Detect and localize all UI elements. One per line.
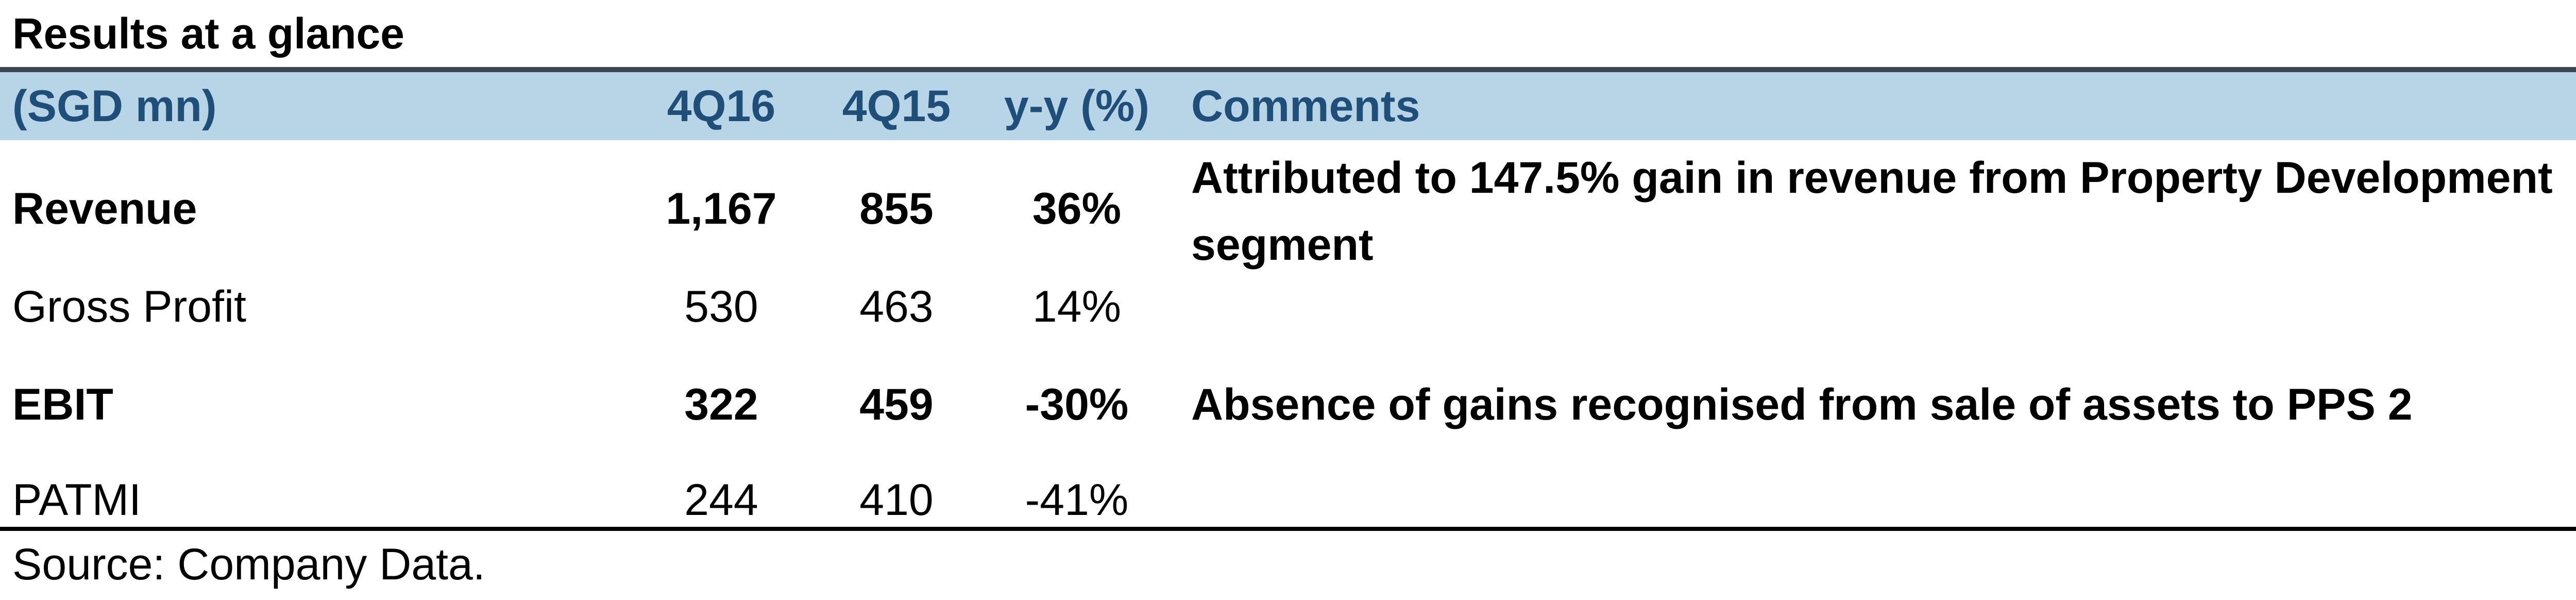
row-comment: Absence of gains recognised from sale of… (1191, 380, 2413, 429)
table-title: Results at a glance (12, 9, 404, 58)
row-value-4q16: 530 (684, 282, 758, 331)
row-value-yy: -41% (1025, 475, 1129, 525)
header-comments: Comments (1191, 81, 1420, 131)
table-bottom-rule (0, 527, 2576, 531)
header-label: (SGD mn) (12, 81, 217, 131)
row-value-yy: 36% (1032, 184, 1122, 234)
header-4q16: 4Q16 (667, 81, 776, 131)
header-yy: y-y (%) (1004, 81, 1149, 131)
row-value-4q16: 244 (684, 475, 758, 525)
row-label: Gross Profit (12, 282, 246, 331)
header-4q15: 4Q15 (842, 81, 951, 131)
table-row: PATMI 244 410 -41% (0, 466, 2576, 534)
row-value-4q15: 459 (859, 380, 934, 429)
table-header: (SGD mn) 4Q16 4Q15 y-y (%) Comments (0, 67, 2576, 140)
row-label: EBIT (12, 380, 113, 429)
row-label: Revenue (12, 184, 197, 234)
row-value-4q16: 1,167 (666, 184, 777, 234)
row-value-4q15: 855 (859, 184, 934, 234)
row-label: PATMI (12, 475, 142, 525)
row-value-4q15: 463 (859, 282, 934, 331)
row-comment: Attributed to 147.5% gain in revenue fro… (1191, 153, 2553, 270)
row-value-yy: -30% (1025, 380, 1129, 429)
table-row: Revenue 1,167 855 36% Attributed to 147.… (0, 144, 2576, 270)
table-row: EBIT 322 459 -30% Absence of gains recog… (0, 371, 2576, 438)
row-value-4q16: 322 (684, 380, 758, 429)
row-value-4q15: 410 (859, 475, 934, 525)
table-row: Gross Profit 530 463 14% (0, 273, 2576, 340)
source-note: Source: Company Data. (12, 540, 485, 589)
row-value-yy: 14% (1032, 282, 1122, 331)
